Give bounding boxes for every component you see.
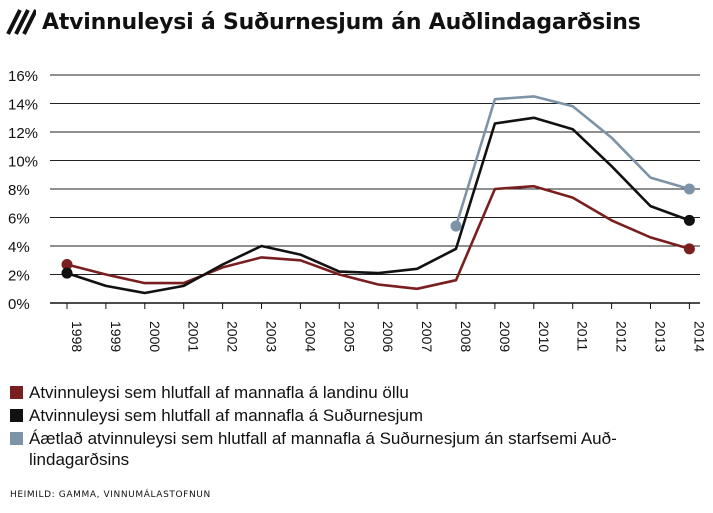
- series-line-sudurnes: [66, 116, 690, 295]
- x-tick-label: 2000: [147, 321, 163, 352]
- series-line-estimated: [454, 95, 690, 227]
- x-tick-label: 2011: [575, 321, 591, 351]
- series-point-marker: [683, 214, 695, 226]
- series-line-national: [66, 184, 690, 291]
- x-tick-label: 1998: [69, 321, 85, 352]
- y-tick-label: 0%: [8, 296, 30, 313]
- y-tick-label: 10%: [8, 154, 38, 171]
- x-tick-label: 2010: [536, 321, 552, 352]
- x-tick-label: 2001: [186, 321, 202, 352]
- series-point-marker: [683, 183, 695, 195]
- hatched-stripes-icon: [6, 9, 36, 35]
- series-point-marker: [61, 259, 73, 271]
- x-tick-label: 2006: [380, 321, 396, 352]
- legend-label-estimated: Áætlað atvinnuleysi sem hlutfall af mann…: [29, 429, 617, 469]
- title-bar: Atvinnuleysi á Suðurnesjum án Auðlindaga…: [6, 4, 641, 40]
- x-tick-label: 2005: [341, 321, 357, 352]
- chart-title: Atvinnuleysi á Suðurnesjum án Auðlindaga…: [42, 9, 641, 35]
- legend-label-sudurnes: Atvinnuleysi sem hlutfall af mannafla á …: [29, 406, 424, 425]
- y-tick-label: 14%: [8, 97, 38, 114]
- chart: 0% 2% 4% 6% 8% 10% 12% 14% 16% 1998 1999 2000 2001 20…: [8, 68, 707, 352]
- x-tick-label: 2009: [497, 321, 513, 352]
- x-tick-label: 2012: [614, 321, 630, 352]
- x-tick-label: 2007: [419, 321, 435, 352]
- series-point-marker: [61, 267, 73, 279]
- legend-item-estimated: Áætlað atvinnuleysi sem hlutfall af mann…: [10, 428, 710, 470]
- x-tick-label: 2004: [302, 321, 318, 352]
- legend-swatch-sudurnes: [10, 409, 23, 422]
- legend: Atvinnuleysi sem hlutfall af mannafla á …: [10, 382, 710, 472]
- legend-item-sudurnes: Atvinnuleysi sem hlutfall af mannafla á …: [10, 405, 710, 426]
- y-tick-label: 6%: [8, 211, 30, 228]
- x-tick-label: 2003: [264, 321, 280, 352]
- legend-swatch-national: [10, 386, 23, 399]
- y-tick-label: 16%: [8, 68, 38, 85]
- x-tick-label: 2002: [225, 321, 241, 352]
- y-tick-label: 12%: [8, 125, 38, 142]
- legend-item-national: Atvinnuleysi sem hlutfall af mannafla á …: [10, 382, 710, 403]
- x-tick-label: 1999: [108, 321, 124, 352]
- x-tick-label: 2008: [458, 321, 474, 352]
- source-note: HEIMILD: GAMMA, VINNUMÁLASTOFNUN: [10, 490, 211, 500]
- legend-label-national: Atvinnuleysi sem hlutfall af mannafla á …: [29, 383, 409, 402]
- series-point-marker: [683, 243, 695, 255]
- y-tick-label: 2%: [8, 268, 30, 285]
- x-tick-label: 2014: [691, 321, 707, 352]
- x-tick-label: 2013: [653, 321, 669, 352]
- y-tick-label: 4%: [8, 239, 30, 256]
- y-tick-label: 8%: [8, 182, 30, 199]
- legend-swatch-estimated: [10, 432, 23, 445]
- series-point-marker: [450, 220, 462, 232]
